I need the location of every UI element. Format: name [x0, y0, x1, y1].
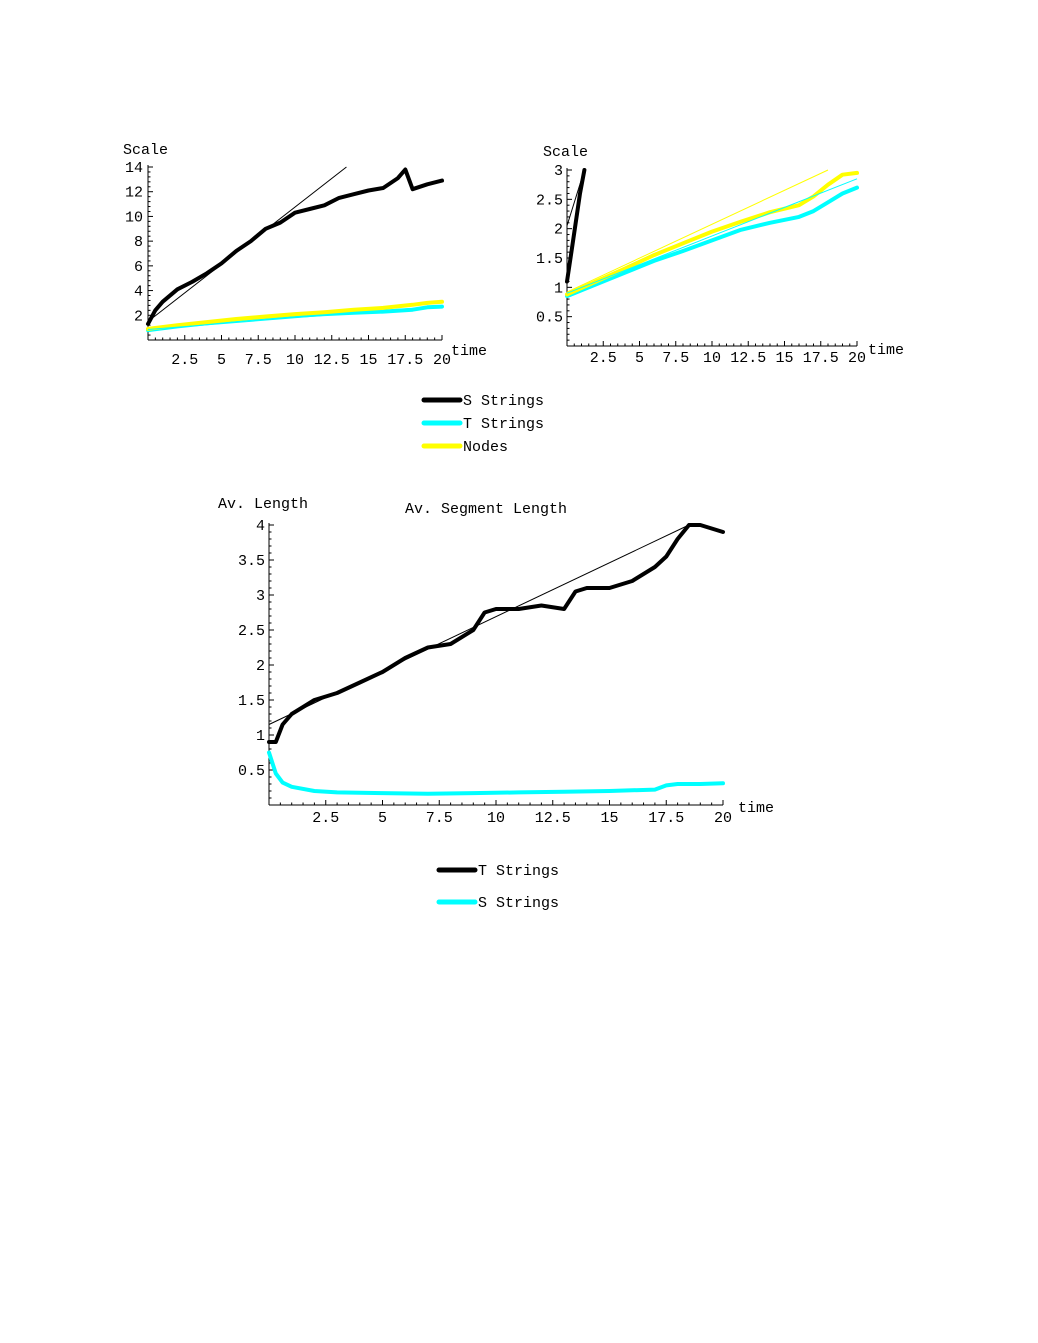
x-tick-label: 7.5	[662, 350, 689, 367]
y-axis-title: Av. Length	[218, 496, 308, 513]
series-line-s-strings	[267, 750, 725, 796]
y-tick-label: 2	[134, 308, 143, 325]
x-tick-label: 15	[775, 350, 793, 367]
x-tick-label: 17.5	[803, 350, 839, 367]
fit-line	[566, 169, 585, 226]
x-tick-label: 7.5	[426, 810, 453, 827]
fit-line	[566, 169, 829, 293]
y-tick-label: 8	[134, 234, 143, 251]
y-tick-label: 1.5	[536, 251, 563, 268]
x-tick-label: 20	[714, 810, 732, 827]
x-tick-label: 17.5	[387, 352, 423, 369]
x-tick-label: 5	[378, 810, 387, 827]
legend-label: S Strings	[463, 393, 544, 410]
series-line-nodes	[146, 299, 444, 331]
x-axis-title: time	[451, 343, 487, 360]
y-tick-label: 0.5	[238, 763, 265, 780]
fit-line	[147, 302, 443, 329]
y-tick-label: 1	[554, 280, 563, 297]
y-tick-label: 2.5	[238, 623, 265, 640]
chart-scale-right: 2.5 5 7.5 10 12.5 15 17.5 20 0.5 1 1.5 2 2.5 3 Scale ti…	[536, 144, 904, 367]
fit-line	[147, 166, 347, 322]
y-tick-label: 2	[554, 222, 563, 239]
x-tick-label: 20	[433, 352, 451, 369]
y-tick-label: 10	[125, 209, 143, 226]
x-tick-label: 10	[703, 350, 721, 367]
series-line-t-strings	[565, 185, 859, 299]
y-tick-label: 3	[554, 163, 563, 180]
x-tick-label: 15	[600, 810, 618, 827]
y-tick-label: 1.5	[238, 693, 265, 710]
legend-label: T Strings	[463, 416, 544, 433]
chart-title: Av. Segment Length	[405, 501, 567, 518]
series-line-t-strings	[267, 523, 725, 744]
x-axis-title: time	[738, 800, 774, 817]
legend-label: S Strings	[478, 895, 559, 912]
x-tick-label: 20	[848, 350, 866, 367]
y-tick-label: 14	[125, 160, 143, 177]
y-axis-title: Scale	[543, 144, 588, 161]
legend-top: S Strings T Strings Nodes	[421, 393, 544, 456]
series-line-nodes	[565, 170, 859, 297]
y-tick-label: 0.5	[536, 310, 563, 327]
legend-bottom: T Strings S Strings	[436, 863, 559, 912]
y-axis-title: Scale	[123, 142, 168, 159]
x-tick-label: 17.5	[648, 810, 684, 827]
y-tick-label: 2.5	[536, 192, 563, 209]
fit-line	[566, 178, 858, 294]
y-tick-label: 1	[256, 728, 265, 745]
y-tick-label: 4	[256, 518, 265, 535]
y-tick-label: 2	[256, 658, 265, 675]
x-tick-label: 10	[286, 352, 304, 369]
x-tick-label: 2.5	[590, 350, 617, 367]
x-tick-label: 12.5	[314, 352, 350, 369]
y-tick-label: 3	[256, 588, 265, 605]
y-tick-label: 3.5	[238, 553, 265, 570]
x-tick-label: 10	[487, 810, 505, 827]
series-line-s-strings	[565, 168, 587, 284]
x-axis-title: time	[868, 342, 904, 359]
x-tick-label: 2.5	[312, 810, 339, 827]
fit-line	[147, 305, 443, 330]
chart-av-segment-length: 2.5 5 7.5 10 12.5 15 17.5 20 0.5 1 1.5 2 2.5 3 3.5 4 Av.…	[218, 496, 774, 827]
x-tick-label: 2.5	[171, 352, 198, 369]
y-tick-label: 12	[125, 185, 143, 202]
x-tick-label: 7.5	[245, 352, 272, 369]
legend-label: T Strings	[478, 863, 559, 880]
x-tick-label: 5	[217, 352, 226, 369]
x-tick-label: 12.5	[730, 350, 766, 367]
x-tick-label: 5	[635, 350, 644, 367]
x-tick-label: 15	[359, 352, 377, 369]
x-tick-label: 12.5	[535, 810, 571, 827]
y-tick-label: 4	[134, 284, 143, 301]
series-line-s-strings	[146, 167, 444, 326]
legend-label: Nodes	[463, 439, 508, 456]
series-line-t-strings	[146, 304, 444, 333]
y-tick-label: 6	[134, 259, 143, 276]
fit-line	[268, 524, 690, 725]
